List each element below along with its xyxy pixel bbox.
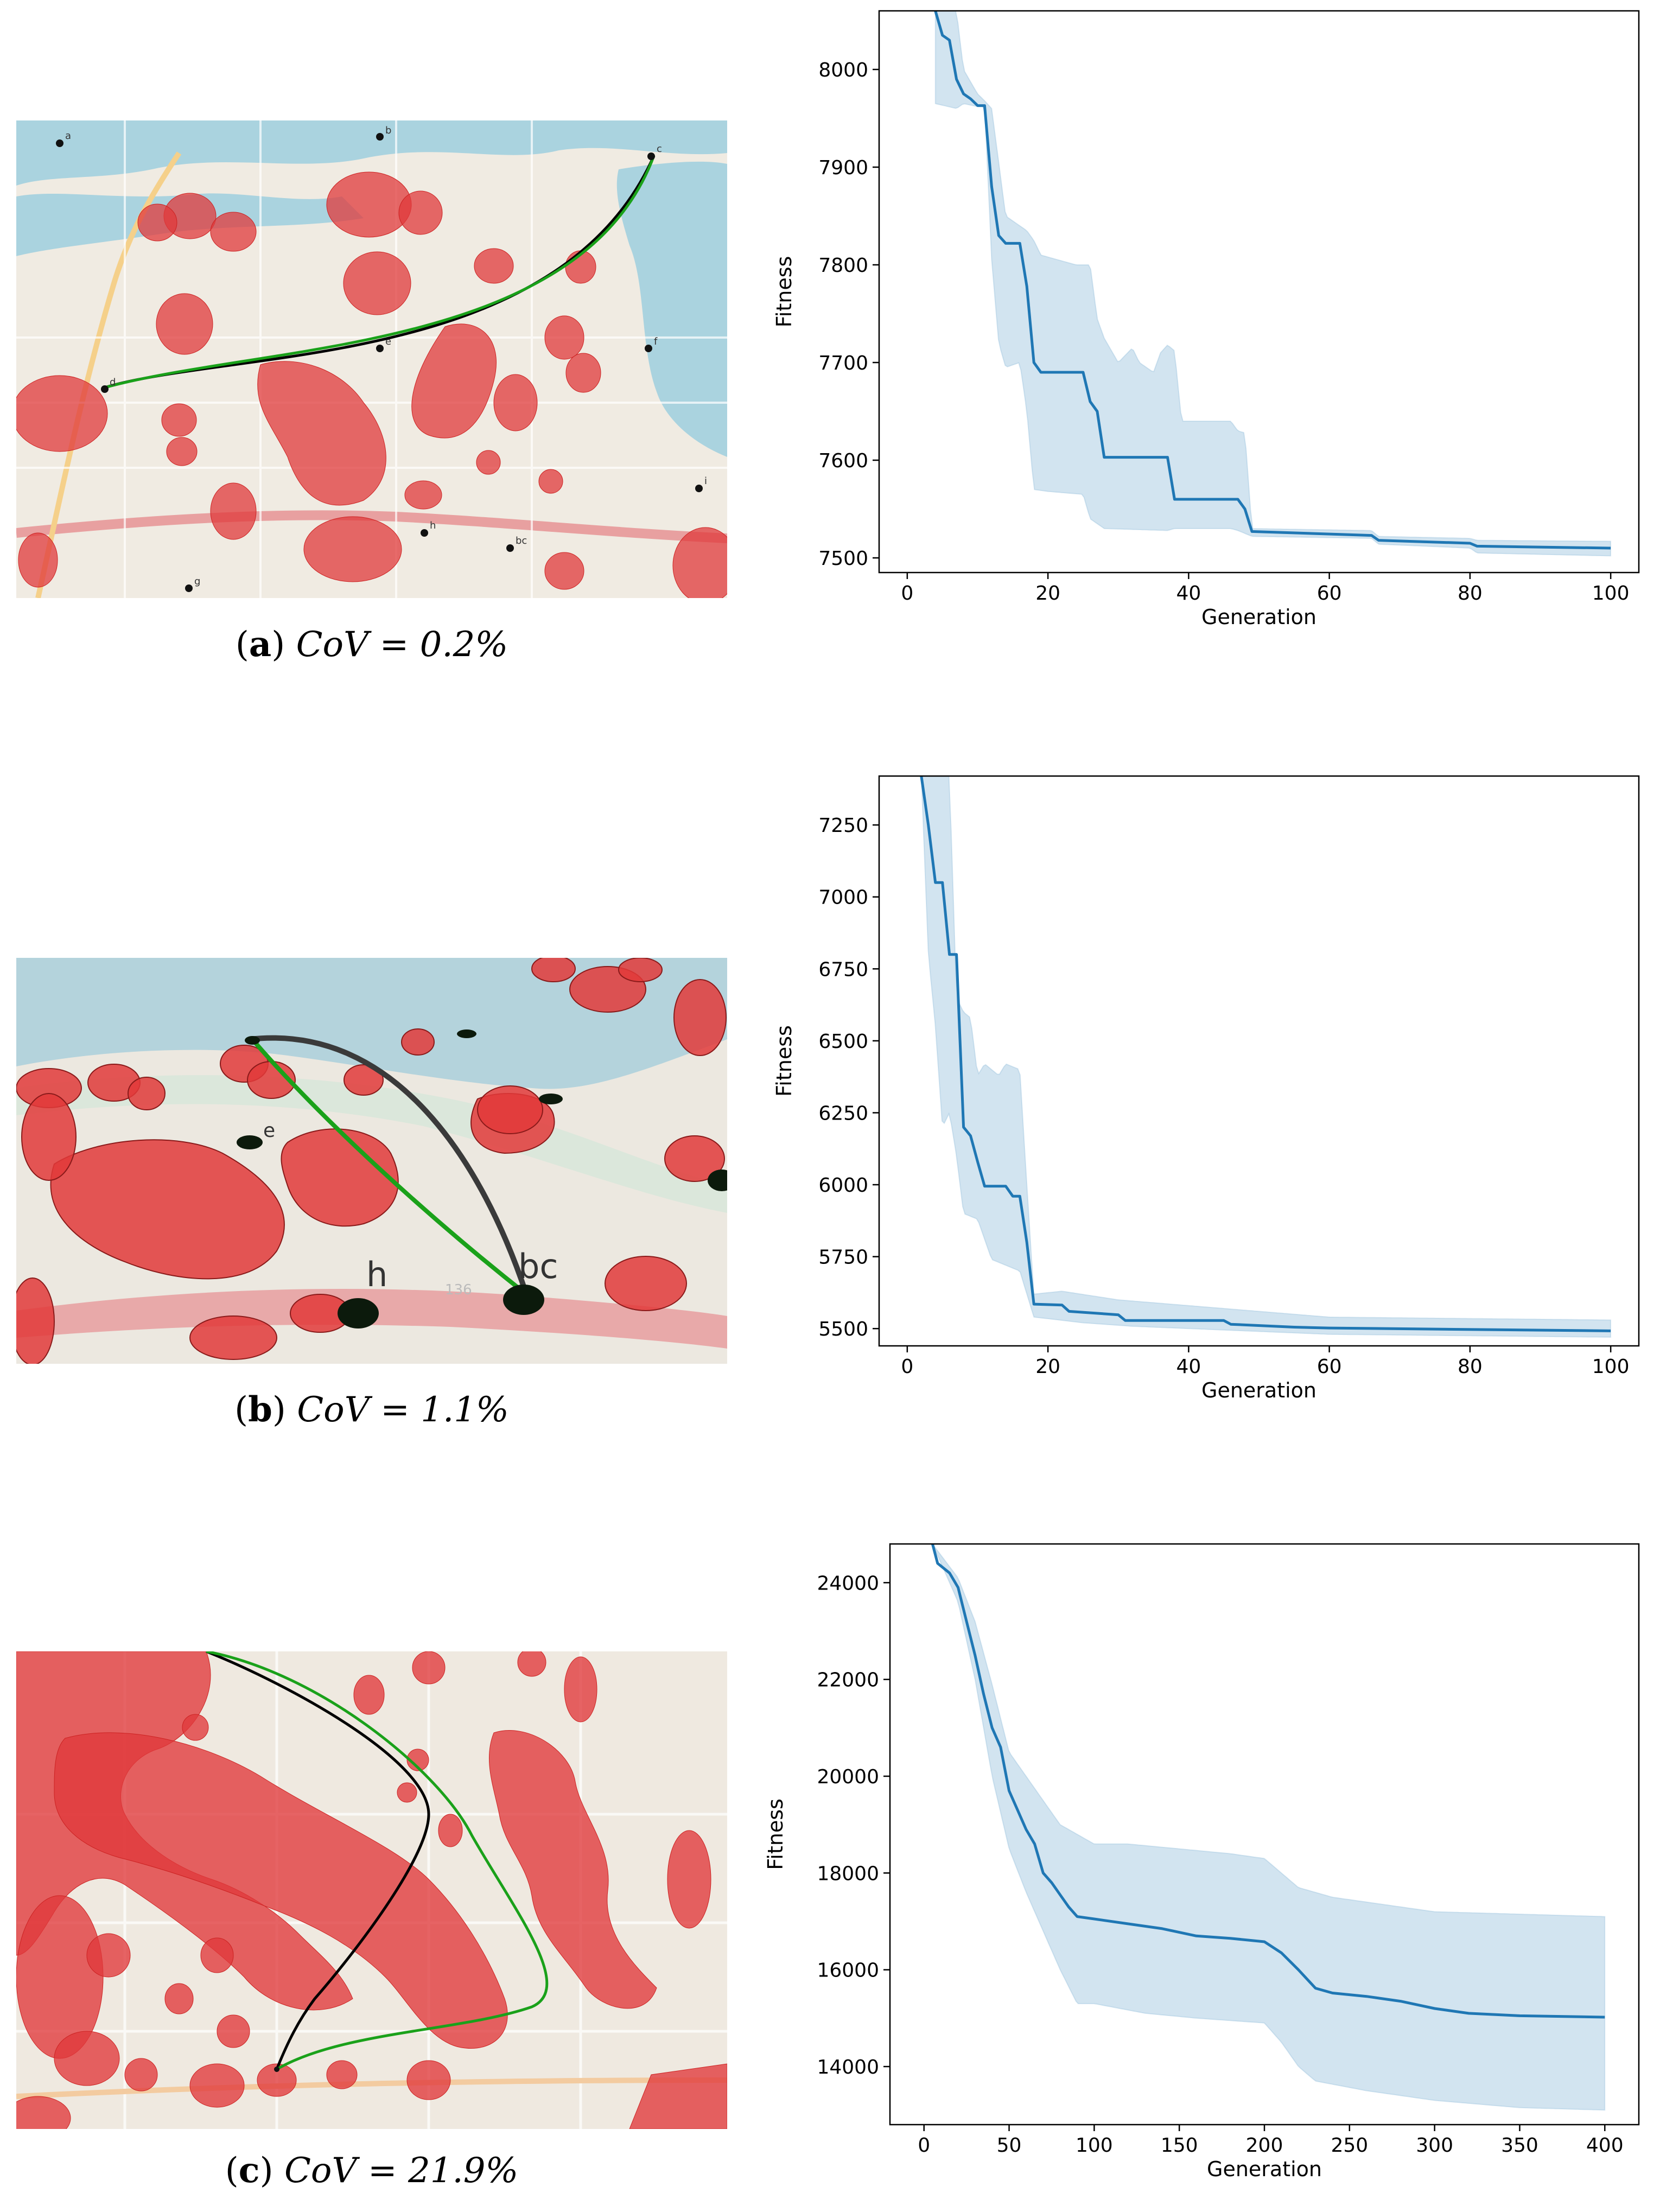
x-tick-label: 0 <box>901 1356 913 1378</box>
caption-b: (b) CoV = 1.1% <box>234 1389 509 1430</box>
fitness-chart-c-svg: 0 50 100 150 200 250 300 350 400 14000 16000 18000 2… <box>764 1543 1640 2181</box>
y-tick-label: 7250 <box>818 815 868 837</box>
map-label: g <box>194 576 200 587</box>
map-label: h <box>430 520 436 531</box>
x-axis-label: Generation <box>1201 1378 1316 1402</box>
x-tick-label: 350 <box>1501 2134 1538 2157</box>
map-label: f <box>654 336 658 347</box>
y-tick-label: 16000 <box>817 1960 879 1982</box>
mean-fitness-line <box>920 776 1611 1332</box>
y-axis-label: Fitness <box>772 256 796 328</box>
map-label: b <box>385 125 391 136</box>
x-tick-label: 0 <box>901 582 913 605</box>
y-tick-label: 5750 <box>818 1247 868 1269</box>
plot-frame <box>878 10 1640 574</box>
x-tick-label: 80 <box>1458 1356 1483 1378</box>
plot-frame <box>878 775 1640 1347</box>
x-tick-label: 300 <box>1416 2134 1453 2157</box>
x-tick-label: 60 <box>1317 1356 1342 1378</box>
y-axis-label: Fitness <box>764 1798 787 1870</box>
fitness-chart-b: 0 20 40 60 80 100 5500 5750 6000 6250 6500 6750 7000… <box>754 765 1660 1427</box>
map-label: c <box>657 143 662 155</box>
y-tick-label: 5500 <box>818 1318 868 1340</box>
x-tick-label: 150 <box>1161 2134 1198 2157</box>
caption-a: (a) CoV = 0.2% <box>235 624 508 665</box>
x-tick-label: 40 <box>1176 582 1201 605</box>
mean-fitness-line <box>931 1544 1605 2019</box>
x-tick-label: 250 <box>1331 2134 1368 2157</box>
y-tick-label: 7900 <box>818 157 868 179</box>
fitness-chart-a: 0 20 40 60 80 100 7500 7600 7700 7800 7900 8000 Gene… <box>754 0 1660 662</box>
x-tick-label: 100 <box>1592 1356 1630 1378</box>
map-label: 136 <box>445 1282 472 1298</box>
x-tick-label: 80 <box>1458 582 1483 605</box>
x-tick-label: 200 <box>1246 2134 1283 2157</box>
y-tick-label: 18000 <box>817 1863 879 1885</box>
x-tick-label: 20 <box>1035 1356 1060 1378</box>
x-tick-label: 0 <box>918 2134 930 2157</box>
x-axis-label: Generation <box>1201 605 1316 629</box>
y-tick-label: 7000 <box>818 887 868 909</box>
fitness-chart-b-svg: 0 20 40 60 80 100 5500 5750 6000 6250 6500 6750 7000… <box>772 775 1640 1402</box>
y-tick-label: 6000 <box>818 1174 868 1197</box>
y-tick-label: 7600 <box>818 450 868 472</box>
y-tick-label: 7800 <box>818 255 868 277</box>
y-tick-label: 24000 <box>817 1572 879 1594</box>
y-tick-label: 22000 <box>817 1669 879 1692</box>
map-panel-b: e h bc 136 <box>16 958 727 1364</box>
fitness-chart-a-svg: 0 20 40 60 80 100 7500 7600 7700 7800 7900 8000 Gene… <box>772 10 1640 629</box>
y-tick-label: 6750 <box>818 958 868 981</box>
map-label: e <box>263 1120 275 1142</box>
confidence-band <box>920 776 1612 1338</box>
y-tick-label: 14000 <box>817 2056 879 2078</box>
fitness-chart-c: 0 50 100 150 200 250 300 350 400 14000 16000 18000 2… <box>754 1530 1660 2203</box>
y-tick-label: 7700 <box>818 352 868 374</box>
confidence-band <box>934 11 1612 557</box>
map-label: bc <box>518 1247 558 1286</box>
mean-fitness-line <box>934 11 1611 550</box>
map-label: bc <box>516 535 527 546</box>
x-tick-label: 400 <box>1586 2134 1624 2157</box>
x-tick-label: 100 <box>1076 2134 1113 2157</box>
x-tick-label: 100 <box>1592 582 1630 605</box>
caption-c: (c) CoV = 21.9% <box>225 2150 519 2191</box>
y-tick-label: 8000 <box>818 59 868 81</box>
y-tick-label: 6250 <box>818 1102 868 1124</box>
confidence-band <box>932 1544 1606 2111</box>
y-axis-label: Fitness <box>772 1025 796 1097</box>
map-panel-c <box>16 1651 727 2129</box>
y-tick-label: 7500 <box>818 548 868 570</box>
map-label: h <box>366 1255 387 1294</box>
map-label: d <box>110 377 116 388</box>
map-label: a <box>65 130 71 142</box>
map-panel-a: a b c d e f h bc g i <box>16 120 727 598</box>
map-label: i <box>704 475 707 487</box>
x-axis-label: Generation <box>1207 2157 1322 2181</box>
x-tick-label: 50 <box>997 2134 1022 2157</box>
x-tick-label: 60 <box>1317 582 1342 605</box>
y-tick-label: 6500 <box>818 1031 868 1053</box>
map-label: e <box>385 336 391 347</box>
y-tick-label: 20000 <box>817 1766 879 1788</box>
x-tick-label: 20 <box>1035 582 1060 605</box>
x-tick-label: 40 <box>1176 1356 1201 1378</box>
